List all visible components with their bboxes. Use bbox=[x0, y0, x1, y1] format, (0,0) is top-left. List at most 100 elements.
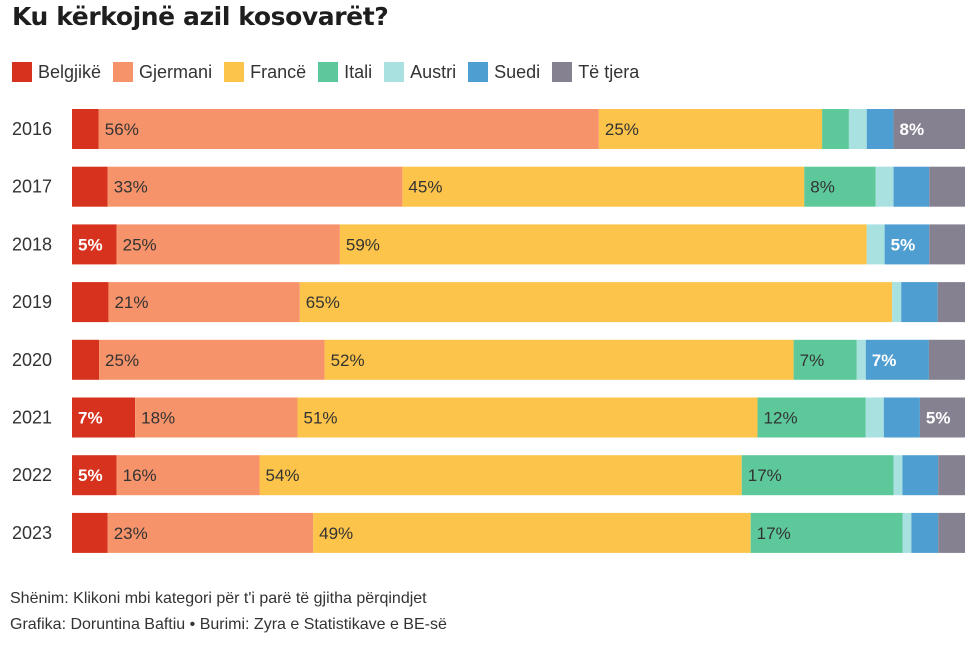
bar-row: 2021 7% 18% 51% 12% 5% bbox=[12, 397, 965, 438]
data-label: 23% bbox=[114, 524, 148, 543]
bar-segment[interactable] bbox=[98, 109, 599, 149]
data-label: 5% bbox=[891, 235, 916, 254]
legend-label: Gjermani bbox=[139, 61, 213, 82]
bar-row: 2018 5% 25% 59% 5% bbox=[12, 224, 965, 265]
legend-label: Austri bbox=[410, 61, 457, 82]
legend-swatch bbox=[552, 62, 573, 82]
y-tick-label: 2022 bbox=[12, 465, 52, 485]
bar-segment[interactable] bbox=[865, 339, 929, 380]
data-label: 51% bbox=[304, 409, 338, 428]
bar-segment[interactable] bbox=[929, 224, 965, 265]
data-label: 56% bbox=[105, 120, 139, 139]
bar-segment[interactable] bbox=[856, 339, 866, 380]
bar-segment[interactable] bbox=[72, 455, 117, 496]
legend-swatch bbox=[113, 62, 134, 82]
bar-segment[interactable] bbox=[884, 224, 930, 265]
data-label: 25% bbox=[605, 120, 639, 139]
bar-segment[interactable] bbox=[72, 166, 108, 207]
bar-row: 2023 23% 49% 17% bbox=[12, 512, 965, 553]
data-label: 8% bbox=[900, 120, 925, 139]
bar-segment[interactable] bbox=[937, 282, 965, 323]
legend-item[interactable]: Të tjera bbox=[552, 62, 639, 83]
legend-item[interactable]: Belgjikë bbox=[12, 62, 101, 83]
bar-segment[interactable] bbox=[741, 455, 894, 496]
bar-segment[interactable] bbox=[893, 455, 903, 496]
bar-segment[interactable] bbox=[804, 166, 876, 207]
bar-segment[interactable] bbox=[883, 397, 920, 438]
bar-segment[interactable] bbox=[402, 166, 805, 207]
bar-segment[interactable] bbox=[259, 455, 742, 496]
bar-segment[interactable] bbox=[893, 166, 930, 207]
legend-item[interactable]: Francë bbox=[224, 62, 306, 83]
bar-segment[interactable] bbox=[750, 512, 903, 553]
data-label: 5% bbox=[78, 466, 103, 485]
stacked-bar-chart: 2016 56% 25% 8%2017 33% 45% 8%2018 5% 25% 59% 5%20… bbox=[12, 109, 965, 553]
data-label: 18% bbox=[141, 409, 175, 428]
legend-label: Suedi bbox=[494, 61, 541, 82]
legend-swatch bbox=[384, 62, 405, 82]
bar-segment[interactable] bbox=[107, 166, 403, 207]
y-tick-label: 2017 bbox=[12, 177, 52, 197]
y-tick-label: 2021 bbox=[12, 408, 52, 428]
data-label: 25% bbox=[123, 235, 157, 254]
data-label: 5% bbox=[78, 235, 103, 254]
bar-segment[interactable] bbox=[919, 397, 965, 438]
bar-segment[interactable] bbox=[135, 397, 298, 438]
bar-segment[interactable] bbox=[72, 512, 108, 553]
y-tick-label: 2023 bbox=[12, 523, 52, 543]
bar-segment[interactable] bbox=[299, 282, 893, 323]
bar-segment[interactable] bbox=[339, 224, 867, 265]
bar-segment[interactable] bbox=[902, 455, 939, 496]
data-label: 8% bbox=[810, 178, 835, 197]
bar-segment[interactable] bbox=[598, 109, 823, 149]
bar-segment[interactable] bbox=[938, 455, 965, 496]
bar-segment[interactable] bbox=[865, 397, 884, 438]
credit-text: Grafika: Doruntina Baftiu • Burimi: Zyra… bbox=[10, 616, 447, 633]
bar-segment[interactable] bbox=[866, 109, 894, 149]
bar-segment[interactable] bbox=[313, 512, 751, 553]
bar-segment[interactable] bbox=[72, 397, 136, 438]
bar-segment[interactable] bbox=[911, 512, 939, 553]
bar-segment[interactable] bbox=[297, 397, 758, 438]
bar-segment[interactable] bbox=[324, 339, 794, 380]
bar-segment[interactable] bbox=[901, 282, 938, 323]
bar-segment[interactable] bbox=[928, 339, 965, 380]
legend-item[interactable]: Gjermani bbox=[113, 62, 212, 83]
bar-row: 2019 21% 65% bbox=[12, 282, 965, 323]
bar-segment[interactable] bbox=[116, 455, 260, 496]
bar-segment[interactable] bbox=[902, 512, 912, 553]
bar-segment[interactable] bbox=[893, 109, 965, 149]
legend-swatch bbox=[468, 62, 489, 82]
bar-row: 2016 56% 25% 8% bbox=[12, 109, 965, 149]
bar-segment[interactable] bbox=[72, 339, 100, 380]
legend-swatch bbox=[318, 62, 339, 82]
legend-item[interactable]: Itali bbox=[318, 62, 372, 83]
legend-item[interactable]: Austri bbox=[384, 62, 456, 83]
bar-segment[interactable] bbox=[822, 109, 849, 149]
bar-row: 2017 33% 45% 8% bbox=[12, 166, 965, 207]
bar-segment[interactable] bbox=[99, 339, 325, 380]
bar-segment[interactable] bbox=[757, 397, 866, 438]
legend-label: Të tjera bbox=[578, 61, 640, 82]
bar-segment[interactable] bbox=[116, 224, 340, 265]
data-label: 17% bbox=[748, 466, 782, 485]
bar-segment[interactable] bbox=[107, 512, 314, 553]
legend: Belgjikë Gjermani Francë Itali Austri Suedi Të… bbox=[12, 60, 651, 84]
bar-segment[interactable] bbox=[866, 224, 885, 265]
data-label: 54% bbox=[266, 466, 300, 485]
legend-swatch bbox=[12, 62, 32, 82]
bar-segment[interactable] bbox=[848, 109, 867, 149]
bar-segment[interactable] bbox=[72, 282, 109, 323]
bar-segment[interactable] bbox=[929, 166, 965, 207]
data-label: 7% bbox=[78, 409, 103, 428]
bar-segment[interactable] bbox=[875, 166, 894, 207]
bar-segment[interactable] bbox=[938, 512, 965, 553]
bar-segment[interactable] bbox=[892, 282, 902, 323]
bar-segment[interactable] bbox=[108, 282, 300, 323]
bar-segment[interactable] bbox=[72, 109, 99, 149]
legend-label: Belgjikë bbox=[38, 61, 102, 82]
legend-item[interactable]: Suedi bbox=[468, 62, 540, 83]
bar-segment[interactable] bbox=[793, 339, 857, 380]
data-label: 45% bbox=[408, 178, 442, 197]
bar-segment[interactable] bbox=[72, 224, 117, 265]
